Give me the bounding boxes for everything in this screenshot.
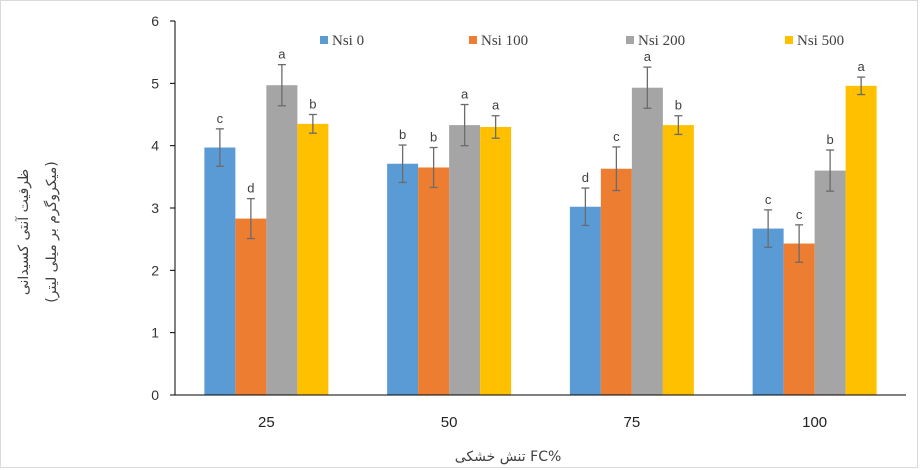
y-tick-label: 3 xyxy=(151,200,159,216)
significance-letter: b xyxy=(399,127,406,142)
bar xyxy=(235,218,267,395)
significance-letter: c xyxy=(796,207,803,222)
legend-swatch xyxy=(469,36,477,44)
significance-letter: b xyxy=(309,97,316,112)
x-category-label: 50 xyxy=(441,414,458,431)
significance-letter: b xyxy=(675,98,682,113)
significance-letter: c xyxy=(765,192,772,207)
significance-letter: a xyxy=(644,49,652,64)
significance-letter: c xyxy=(613,129,620,144)
significance-letter: a xyxy=(461,87,469,102)
x-category-label: 25 xyxy=(258,414,275,431)
plot-area: c d a b b b a a d c a b c c b a xyxy=(204,47,877,396)
significance-letter: a xyxy=(858,59,866,74)
significance-letter: a xyxy=(492,98,500,113)
bar xyxy=(569,206,601,395)
significance-letter: b xyxy=(827,132,834,147)
legend-swatch xyxy=(785,36,793,44)
legend-swatch xyxy=(626,36,634,44)
legend: Nsi 0 Nsi 100 Nsi 200 Nsi 500 xyxy=(320,33,844,49)
legend-label: Nsi 500 xyxy=(797,33,844,49)
bar xyxy=(449,125,481,395)
legend-swatch xyxy=(320,36,328,44)
legend-label: Nsi 0 xyxy=(332,33,364,49)
y-tick-label: 2 xyxy=(151,262,159,278)
x-category-label: 100 xyxy=(802,414,827,431)
significance-letter: d xyxy=(582,170,589,185)
bar xyxy=(752,228,784,395)
bar xyxy=(631,87,663,396)
y-tick-label: 1 xyxy=(151,325,159,341)
y-tick-label: 5 xyxy=(151,75,159,91)
legend-label: Nsi 200 xyxy=(638,33,685,49)
bar xyxy=(783,243,815,395)
y-axis-title-line1: ظرفیت آنتی کسیدانی xyxy=(15,169,32,295)
x-axis-title: تنش خشکی FC% xyxy=(455,449,562,465)
bar xyxy=(600,168,632,395)
x-axis: 25 50 75 100 xyxy=(175,394,906,431)
significance-letter: d xyxy=(247,181,254,196)
significance-letter: c xyxy=(217,111,224,126)
bar xyxy=(814,170,846,395)
y-tick-label: 6 xyxy=(151,13,159,29)
bar xyxy=(418,167,450,395)
bar xyxy=(204,147,236,395)
y-tick-label: 4 xyxy=(151,138,159,154)
bar xyxy=(297,123,329,395)
bar xyxy=(387,163,419,395)
y-axis-title-line2: (میکروگرم بر میلی لیتر) xyxy=(43,161,60,302)
bar xyxy=(662,125,694,395)
bar xyxy=(845,85,877,396)
y-tick-label: 0 xyxy=(151,387,159,403)
x-category-label: 75 xyxy=(624,414,641,431)
bar xyxy=(266,85,298,395)
bar xyxy=(480,126,512,395)
y-axis: 0 1 2 3 4 5 6 xyxy=(151,13,176,403)
significance-letter: b xyxy=(430,130,437,145)
legend-label: Nsi 100 xyxy=(481,33,528,49)
significance-letter: a xyxy=(278,47,286,62)
